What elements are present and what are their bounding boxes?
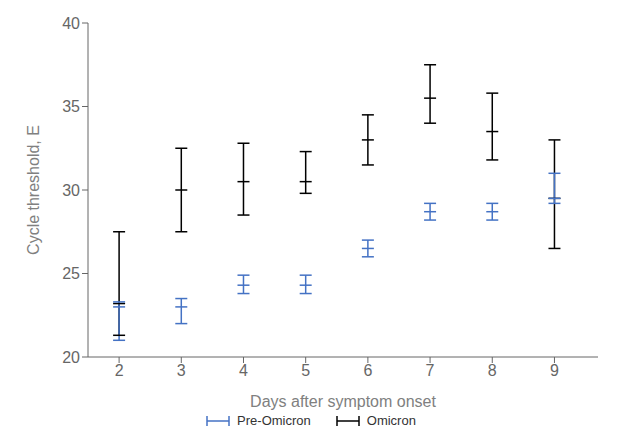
html-text:Pre-Omicron: Pre-Omicron bbox=[237, 413, 311, 428]
svg-text:5: 5 bbox=[301, 362, 310, 379]
svg-text:35: 35 bbox=[62, 98, 80, 115]
svg-text:4: 4 bbox=[239, 362, 248, 379]
svg-text:9: 9 bbox=[550, 362, 559, 379]
svg-text:3: 3 bbox=[177, 362, 186, 379]
svg-text:Days after symptom onset: Days after symptom onset bbox=[250, 393, 436, 410]
svg-text:Cycle threshold, E: Cycle threshold, E bbox=[25, 125, 42, 255]
svg-text:30: 30 bbox=[62, 182, 80, 199]
svg-text:25: 25 bbox=[62, 265, 80, 282]
svg-text:6: 6 bbox=[363, 362, 372, 379]
svg-text:2: 2 bbox=[115, 362, 124, 379]
svg-text:20: 20 bbox=[62, 349, 80, 366]
svg-text:7: 7 bbox=[426, 362, 435, 379]
svg-text:40: 40 bbox=[62, 15, 80, 32]
html-text:Omicron: Omicron bbox=[366, 413, 416, 428]
svg-text:8: 8 bbox=[488, 362, 497, 379]
